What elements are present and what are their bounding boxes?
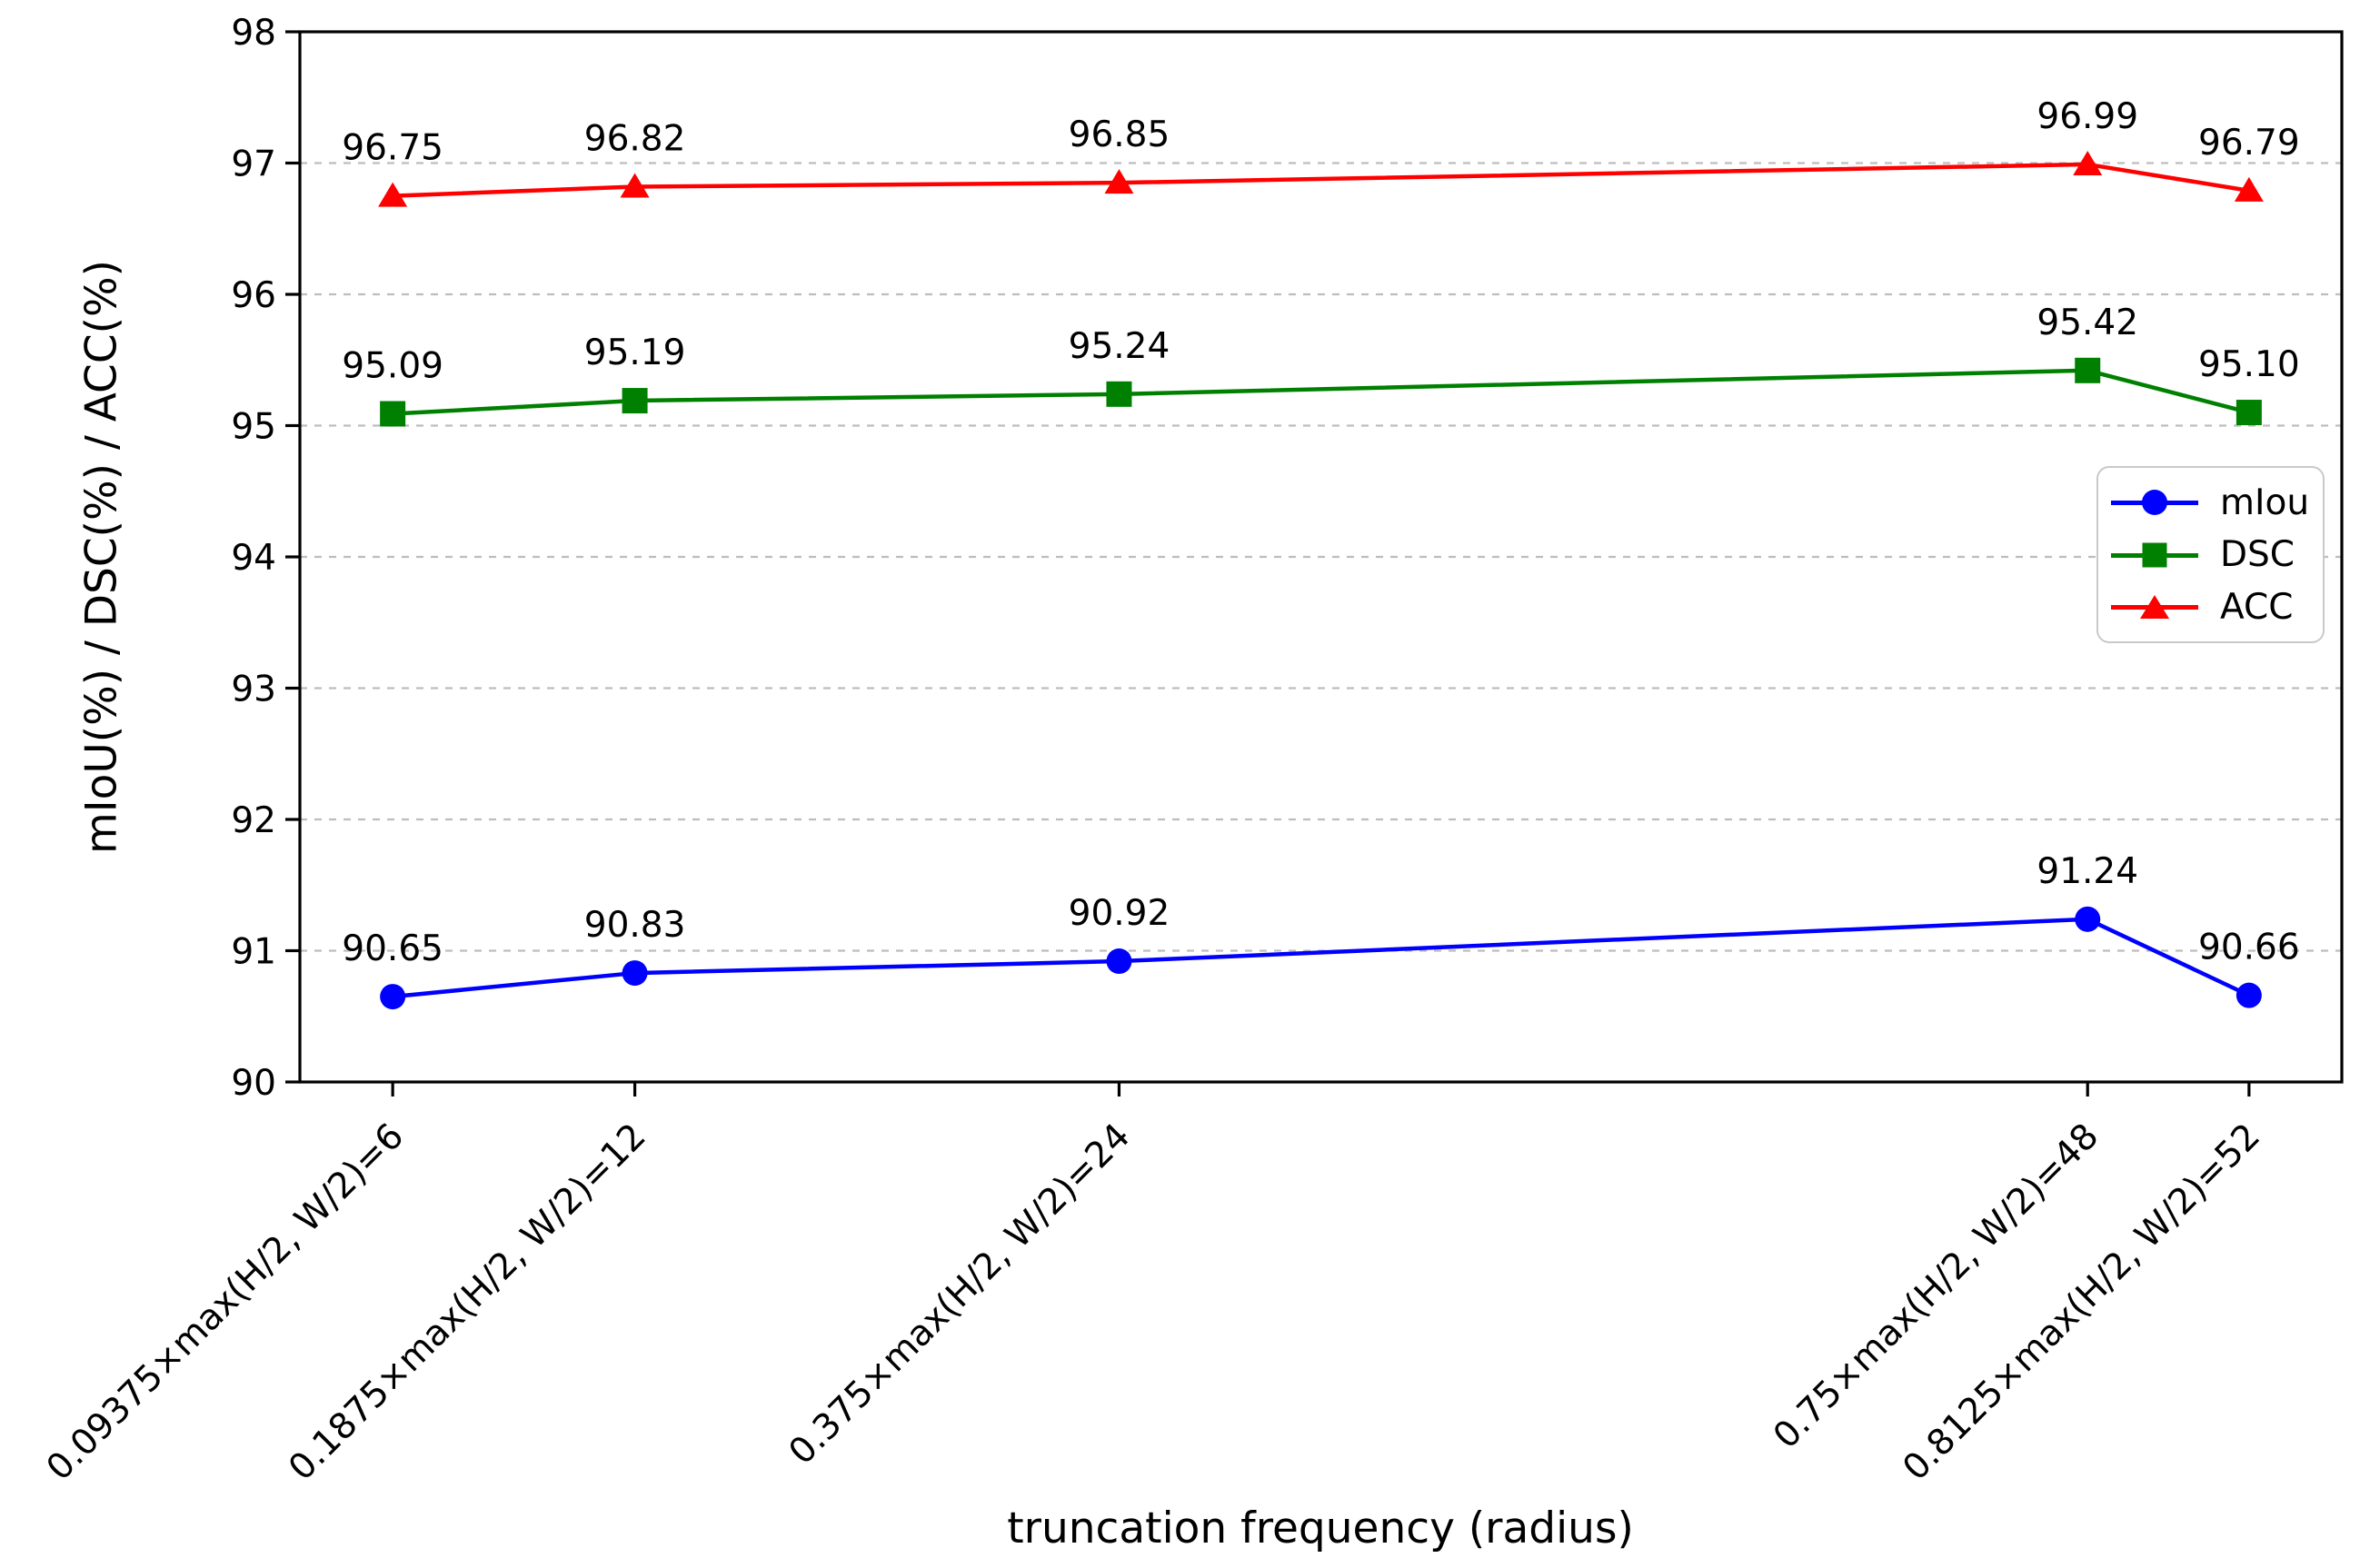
point-label: 95.24 [1069,326,1170,367]
point-label: 96.79 [2198,123,2300,164]
triangle-marker-icon [2140,595,2169,619]
x-axis-title: truncation frequency (radius) [1007,1503,1634,1553]
y-tick-label: 90 [231,1063,276,1104]
legend-label-miou: mIou [2220,481,2310,523]
x-tick-label: 0.8125×max(H/2, W/2)=52 [1896,1116,2268,1488]
data-point [2073,150,2103,175]
data-point [378,182,408,207]
y-tick-label: 96 [231,275,276,316]
point-label: 90.92 [1069,893,1170,934]
legend-sample-acc [2111,592,2198,621]
y-tick-label: 92 [231,800,276,841]
point-label: 95.19 [584,332,686,373]
y-tick-label: 98 [231,13,276,54]
data-point [380,984,406,1010]
data-point [620,173,650,198]
y-tick-label: 91 [231,932,276,973]
data-point [2234,176,2264,202]
point-label: 90.66 [2198,928,2300,968]
legend-sample-miou [2111,488,2198,517]
y-tick-label: 94 [231,538,276,579]
series-line-ACC [393,162,2250,198]
data-point [1106,381,1132,407]
point-label: 91.24 [2036,851,2138,892]
data-point [2236,982,2262,1008]
series-line-DSC [393,368,2250,416]
data-point [1106,948,1132,975]
point-label: 90.83 [584,905,686,946]
y-tick-label: 93 [231,670,276,710]
y-tick-label: 97 [231,144,276,185]
point-label: 96.99 [2036,96,2138,137]
data-point [2075,357,2101,383]
y-axis-title: mIoU(%) / DSC(%) / ACC(%) [76,259,127,855]
data-point [2236,400,2262,426]
legend-item-acc: ACC [2111,590,2323,625]
data-point [380,401,406,427]
square-marker-icon [2142,542,2167,567]
legend: mIou DSC ACC [2096,466,2325,643]
y-tick-label: 95 [231,407,276,448]
data-point [622,960,648,987]
legend-sample-dsc [2111,541,2198,570]
x-tick-label: 0.75×max(H/2, W/2)=48 [1766,1116,2106,1456]
data-point [1104,169,1134,194]
legend-item-dsc: DSC [2111,537,2323,572]
point-label: 96.85 [1069,114,1170,155]
data-point [2075,906,2101,932]
x-tick-label: 0.375×max(H/2, W/2)=24 [782,1116,1139,1473]
point-label: 95.42 [2036,303,2138,343]
point-label: 90.65 [342,928,443,969]
point-label: 96.82 [584,119,686,160]
data-point [622,388,648,414]
point-label: 96.75 [342,128,443,169]
point-label: 95.09 [342,345,443,386]
point-label: 95.10 [2198,344,2300,385]
legend-label-dsc: DSC [2220,534,2295,575]
legend-item-miou: mIou [2111,485,2323,521]
legend-label-acc: ACC [2220,586,2294,628]
circle-marker-icon [2142,490,2167,515]
